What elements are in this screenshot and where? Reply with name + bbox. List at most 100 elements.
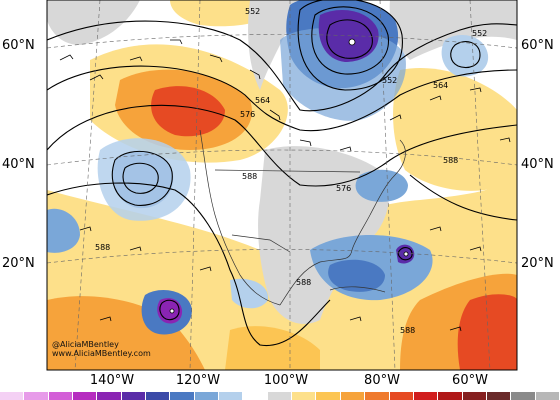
contour-552 xyxy=(47,20,517,112)
wind-barbs xyxy=(59,39,511,332)
contour-label: 552 xyxy=(472,29,487,38)
graticule-140W xyxy=(74,0,101,370)
contour-label: 564 xyxy=(255,96,270,105)
contour-label: 552 xyxy=(245,7,260,16)
contour-label: 588 xyxy=(242,172,257,181)
contour-pacific-low-2 xyxy=(111,150,173,206)
anomaly-orange-gulf xyxy=(225,326,320,370)
wind-barb xyxy=(499,137,511,143)
lon-label-120w: 120°W xyxy=(175,373,221,388)
contour-north-low-3 xyxy=(297,0,403,91)
lon-label-80w: 80°W xyxy=(364,373,400,388)
colorbar-swatch xyxy=(24,392,49,400)
wind-barb xyxy=(129,246,142,252)
wind-barb xyxy=(89,74,104,81)
contour-hurricane-atlantic xyxy=(397,247,413,261)
graticule-20N xyxy=(47,249,517,264)
anomaly-yellow-atlantic xyxy=(393,68,517,191)
contour-label: 576 xyxy=(240,110,255,119)
contour-label: 552 xyxy=(382,76,397,85)
coastline-west xyxy=(199,129,281,306)
border-us-canada xyxy=(214,169,361,173)
wind-barb xyxy=(299,139,312,147)
colorbar-swatch xyxy=(340,392,366,400)
graticule-120W xyxy=(189,0,201,370)
wind-barb xyxy=(249,69,261,80)
colorbar-swatch xyxy=(146,392,171,400)
coastline-gulf xyxy=(279,214,371,306)
credit-handle: @AliciaMBentley xyxy=(52,340,119,349)
lat-label-left-20n: 20°N xyxy=(2,256,35,271)
colorbar-swatch xyxy=(389,392,414,400)
contour-hurricane-pacific xyxy=(159,299,180,321)
colorbar-swatch xyxy=(219,392,244,400)
wind-barb xyxy=(349,316,362,322)
wind-barb xyxy=(449,326,462,332)
contour-north-low-1 xyxy=(326,19,373,59)
coastline-cuba xyxy=(329,286,386,293)
lat-label-left-60n: 60°N xyxy=(2,38,35,53)
wind-barb xyxy=(170,39,183,45)
colorbar-swatch xyxy=(121,392,147,400)
border-us-mexico xyxy=(231,234,291,253)
contour-north-low-2 xyxy=(311,6,389,75)
colorbar-swatch xyxy=(48,392,74,400)
wind-barb xyxy=(389,114,402,121)
wind-barb xyxy=(209,54,223,63)
anomaly-red-southeast xyxy=(457,294,517,370)
wind-barb xyxy=(59,54,74,61)
colorbar-swatch xyxy=(73,392,98,400)
lat-label-right-40n: 40°N xyxy=(521,157,554,172)
north-low-center xyxy=(348,38,356,46)
colorbar-swatch xyxy=(511,392,536,400)
hurricane-pacific-eye xyxy=(169,308,175,314)
colorbar-swatch xyxy=(438,392,463,400)
colorbar-swatch xyxy=(97,392,122,400)
coastline-east xyxy=(369,139,406,216)
land-grey-greenland xyxy=(389,0,517,60)
wind-barb xyxy=(429,226,442,232)
wind-barb xyxy=(469,87,482,93)
colorbar-swatch xyxy=(462,392,487,400)
colorbar xyxy=(0,392,560,400)
land-grey-alaska xyxy=(47,0,140,45)
wind-barb xyxy=(99,316,112,322)
anomaly-blue-west-pacific xyxy=(47,208,80,253)
land-grey-north-america xyxy=(258,146,389,324)
colorbar-swatch xyxy=(413,392,439,400)
colorbar-swatch xyxy=(292,392,317,400)
anomaly-lightblue-mexico xyxy=(230,278,269,309)
graticule-60N xyxy=(47,34,517,49)
credit: @AliciaMBentley www.AliciaMBentley.com xyxy=(52,340,151,358)
graticule-40N xyxy=(47,149,517,166)
colorbar-swatch xyxy=(170,392,195,400)
contour-east-low xyxy=(450,41,481,69)
graticule-60W xyxy=(469,0,491,370)
colorbar-swatch xyxy=(486,392,512,400)
contour-label: 588 xyxy=(296,278,311,287)
contour-pacific-low-1 xyxy=(122,162,159,194)
colorbar-swatch xyxy=(267,392,293,400)
wind-barb xyxy=(79,226,92,232)
contour-label: 564 xyxy=(433,81,448,90)
wind-barb xyxy=(469,246,482,252)
anomaly-blue-atlantic-north xyxy=(355,169,408,202)
colorbar-swatch xyxy=(365,392,390,400)
contour-label: 588 xyxy=(443,156,458,165)
colorbar-swatch xyxy=(0,392,25,400)
hurricane-atlantic-eye xyxy=(403,251,409,257)
wind-barb xyxy=(269,109,281,121)
wind-barb xyxy=(199,266,212,272)
contour-label: 588 xyxy=(95,243,110,252)
contour-588-east xyxy=(409,174,517,221)
credit-website: www.AliciaMBentley.com xyxy=(52,349,151,358)
contour-label: 588 xyxy=(400,326,415,335)
wind-barb xyxy=(129,56,143,62)
anomaly-lightblue-pacific xyxy=(97,138,191,221)
wind-barb xyxy=(339,146,352,152)
anomaly-lightblue-north-low xyxy=(280,28,406,121)
wind-barb xyxy=(429,95,442,101)
contour-label: 576 xyxy=(336,184,351,193)
contour-588-north xyxy=(47,182,331,347)
